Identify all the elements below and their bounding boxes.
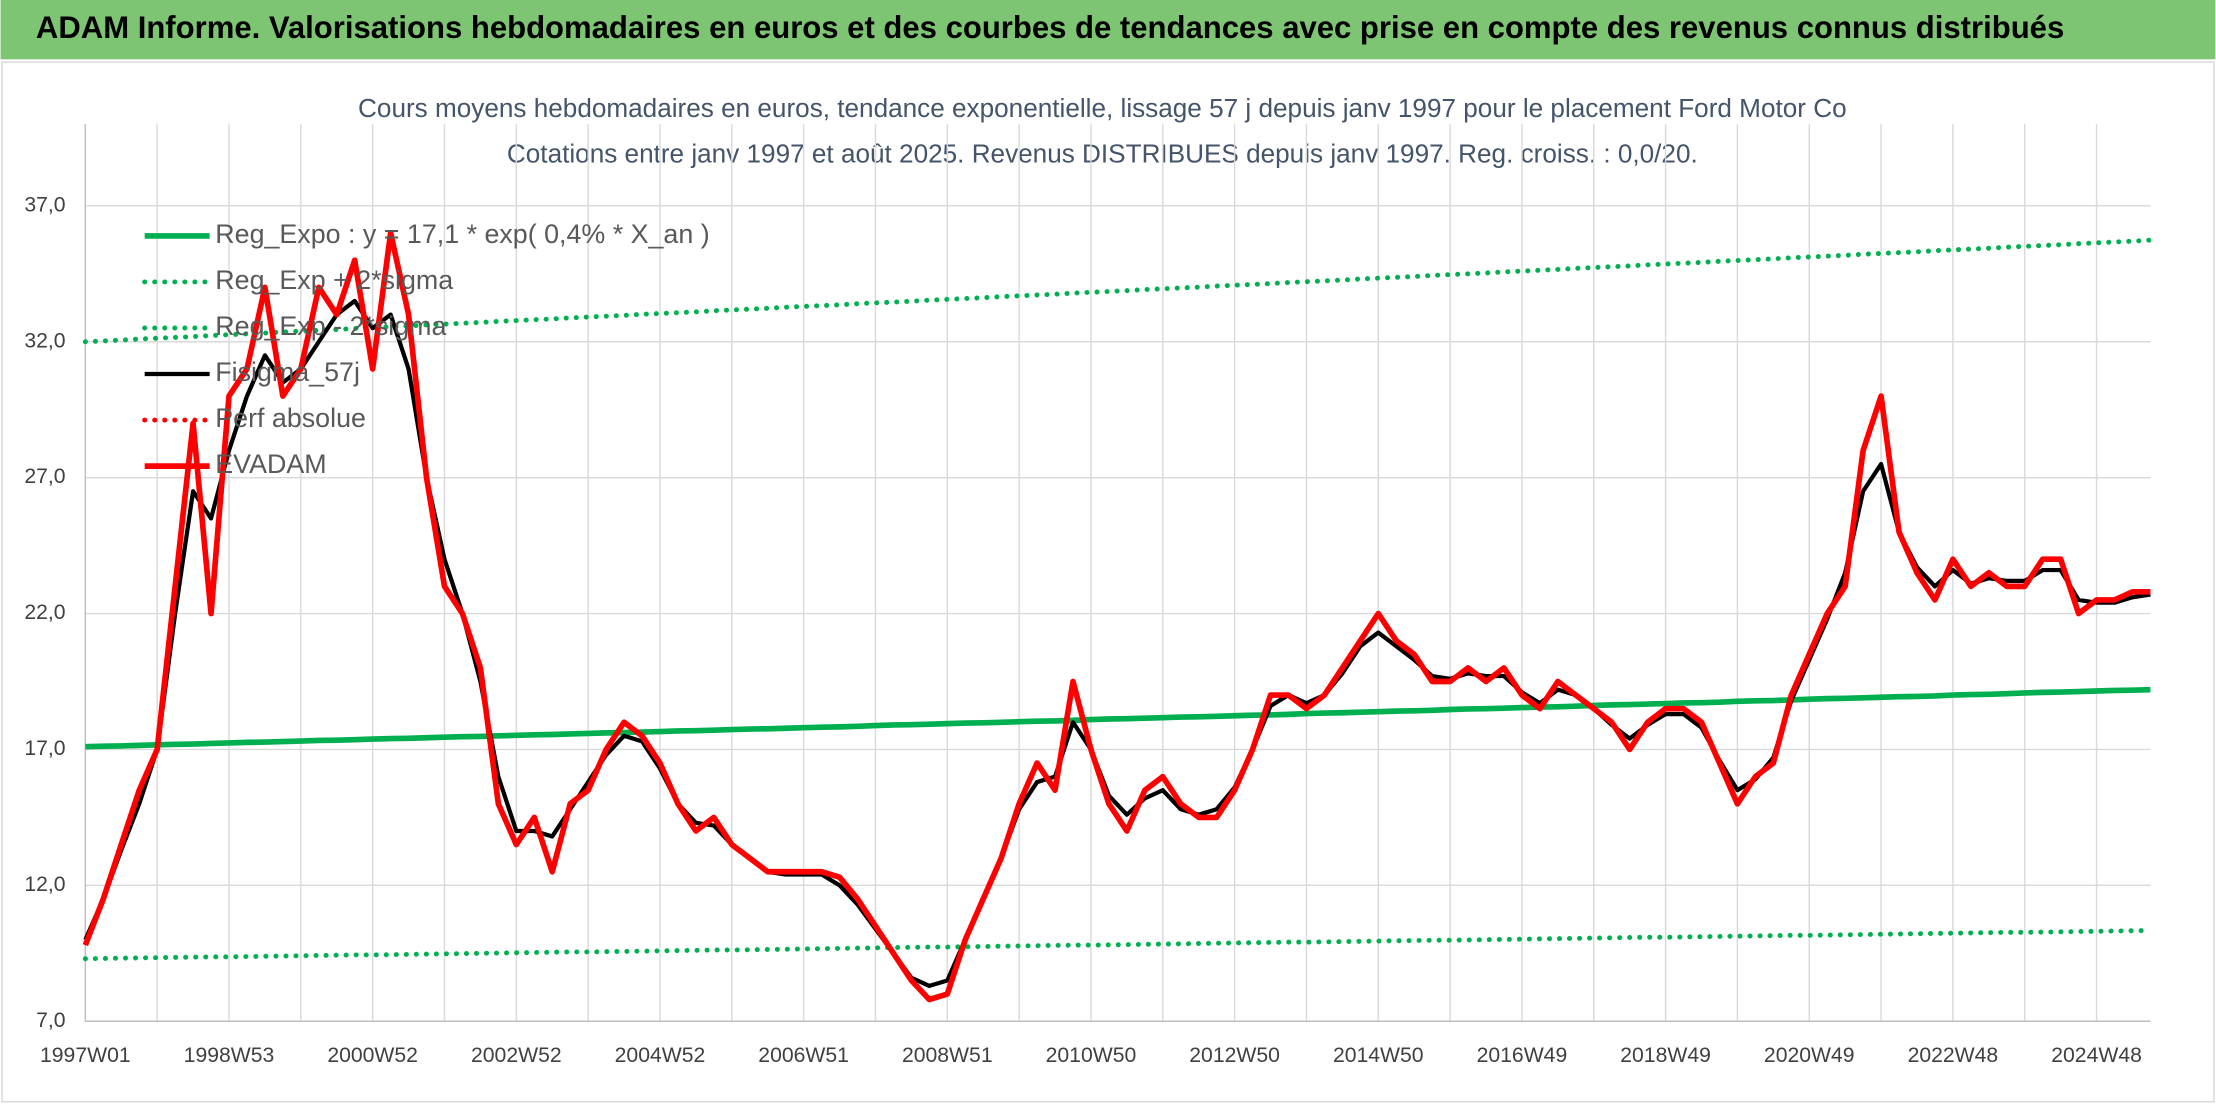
chart-frame [1, 61, 2215, 1103]
x-tick-label: 2012W50 [1189, 1044, 1280, 1067]
y-tick-label: 12,0 [24, 873, 65, 896]
legend-label: Reg_Exp - 2*sigma [215, 311, 446, 341]
chart-title: Cours moyens hebdomadaires en euros, ten… [358, 93, 1847, 123]
legend-label: Perf absolue [215, 403, 366, 433]
x-tick-label: 1998W53 [184, 1044, 275, 1067]
y-tick-label: 7,0 [36, 1009, 65, 1032]
series-line [82, 237, 2153, 345]
series-line [85, 686, 2151, 750]
legend-label: Fisigma_57j [215, 357, 360, 387]
x-tick-label: 2018W49 [1620, 1044, 1711, 1067]
header-bar [0, 0, 2216, 60]
legend-label: Reg_Exp + 2*sigma [215, 265, 453, 295]
y-tick-label: 32,0 [24, 329, 65, 352]
header-title: ADAM Informe. Valorisations hebdomadaire… [36, 10, 2064, 45]
x-tick-label: 2010W50 [1046, 1044, 1137, 1067]
legend-label: Reg_Expo : y = 17,1 * exp( 0,4% * X_an ) [215, 219, 709, 249]
x-tick-label: 2014W50 [1333, 1044, 1424, 1067]
x-tick-label: 2006W51 [758, 1044, 849, 1067]
chart-subtitle: Cotations entre janv 1997 et août 2025. … [507, 138, 1698, 168]
x-tick-label: 2024W48 [2051, 1044, 2142, 1067]
y-tick-label: 17,0 [24, 737, 65, 760]
x-tick-label: 2000W52 [327, 1044, 418, 1067]
plot: 7,0 12,0 17,0 22,0 27,0 32,0 37,0 1997W01 1998W5… [24, 124, 2153, 1067]
y-tick-label: 27,0 [24, 465, 65, 488]
x-tick-label: 2008W51 [902, 1044, 993, 1067]
legend-label: EVADAM [215, 449, 326, 479]
series-line [82, 927, 2153, 962]
x-tick-label: 2022W48 [1908, 1044, 1999, 1067]
y-tick-label: 22,0 [24, 601, 65, 624]
x-tick-label: 2004W52 [615, 1044, 706, 1067]
x-tick-label: 1997W01 [40, 1044, 131, 1067]
x-tick-label: 2002W52 [471, 1044, 562, 1067]
series-line [82, 230, 2151, 1003]
x-tick-label: 2020W49 [1764, 1044, 1855, 1067]
x-tick-label: 2016W49 [1477, 1044, 1568, 1067]
y-tick-label: 37,0 [24, 193, 65, 216]
